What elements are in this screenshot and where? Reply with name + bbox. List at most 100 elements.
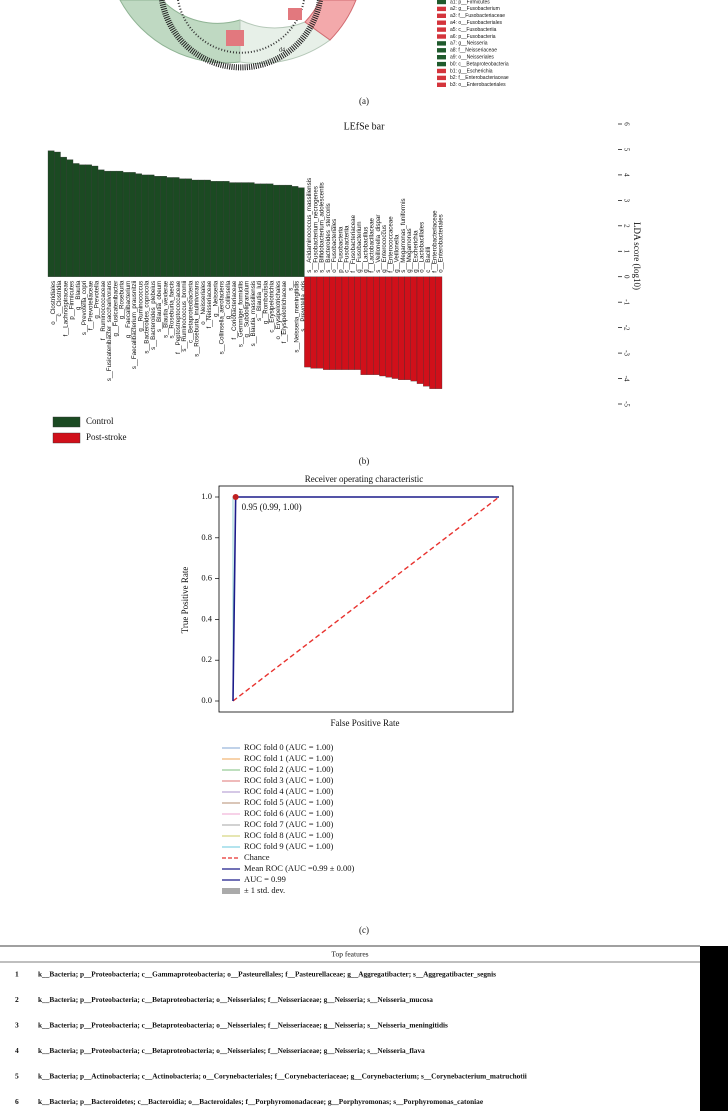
bar (272, 184, 280, 277)
x-axis-label: False Positive Rate (331, 718, 400, 728)
bar (391, 276, 399, 379)
y-tick-label: 6 (622, 122, 630, 126)
y-tick-label: -5 (622, 401, 630, 407)
bar-label: s__Fusicatenibacter_saccharivorans (106, 281, 113, 381)
bar (410, 276, 418, 382)
bar-label: o__Neisseriales (200, 281, 207, 325)
bar-label: o__Lactobacillales (419, 222, 426, 273)
chart-title: LEfSe bar (344, 121, 385, 132)
row-text: k__Bacteria; p__Proteobacteria; c__Betap… (38, 1021, 448, 1030)
bar-label: s__Acidaminococcus_massiliensis (306, 178, 313, 273)
bar-label: f__Neisseriaceae (206, 280, 213, 328)
legend-swatch (437, 55, 446, 60)
legend-swatch (437, 82, 446, 87)
bar (172, 177, 180, 277)
bar-label: g__Lactobacillus (362, 227, 369, 273)
bar (185, 178, 192, 277)
bar-label: f__Enterococcaceae (387, 216, 394, 273)
clade-label: d4 (279, 47, 285, 53)
bar (129, 172, 136, 277)
legend-label: a3: f__Fusobacteriaceae (450, 13, 505, 19)
legend-swatch (52, 416, 81, 428)
bar-label: c__Fusobacteriia (344, 225, 351, 273)
bar-label: s__Blautia_massiliensis (250, 281, 257, 347)
bar-label: g__Veillonella (394, 234, 401, 273)
bar-label: p__Firmicutes (69, 281, 76, 320)
bar-label: g__Megamonas (406, 228, 413, 272)
legend-label: Chance (244, 852, 270, 862)
legend-label: ± 1 std. dev. (244, 885, 285, 895)
legend-swatch (437, 6, 446, 12)
page-edge (700, 946, 728, 1111)
bar-label: s__Megamonas_funiformis (400, 198, 407, 272)
legend-label: ROC fold 7 (AUC = 1.00) (244, 819, 333, 829)
legend-swatch (222, 888, 240, 894)
bar-label: g__Romboutsia (262, 280, 269, 324)
legend-label: b2: f__Enterobacteriaceae (450, 75, 509, 81)
legend-label: a2: g__Fusobacterium (450, 6, 500, 12)
bar (310, 276, 318, 369)
y-tick-label: 3 (622, 199, 630, 203)
bar-label: s__Gemmiger_formicilis (237, 281, 244, 347)
bar (72, 163, 80, 277)
bar (435, 276, 443, 389)
bar (116, 170, 124, 277)
bar-label: c__Betaproteobacteria (187, 280, 194, 343)
bar-label: g__Subdoligranulum (244, 281, 251, 338)
legend-label: ROC fold 1 (AUC = 1.00) (244, 753, 333, 763)
bar (354, 276, 361, 370)
legend-label: b3: o__Enterobacteriales (450, 82, 506, 88)
legend-label: Control (86, 416, 114, 426)
bar-label: s__Collinsella_aerofaciens (219, 281, 226, 355)
bar-label: f__Prevotellaceae (87, 280, 94, 330)
row-number: 1 (15, 970, 19, 979)
annotation-point (232, 494, 239, 500)
legend-label: a8: f__Neisseriaceae (450, 48, 497, 54)
bar-label: f__Lachnospiraceae (62, 280, 69, 336)
row-number: 5 (15, 1072, 19, 1081)
bar-label: s__Faecalibacterium_prausnitzii (131, 281, 138, 369)
y-tick-label: 4 (622, 173, 630, 177)
bar-label: c__Bacilli (425, 247, 432, 273)
bar (210, 181, 218, 277)
caption: (b) (359, 456, 370, 466)
bar-label: f__Enterobacteriaceae (431, 210, 438, 273)
caption: (c) (359, 925, 369, 935)
bar-label: s__Roseburia_inulinivorans (194, 281, 201, 357)
y-tick-label: 0.2 (201, 654, 212, 664)
bar (348, 276, 355, 370)
bar (298, 187, 305, 277)
bar (366, 276, 374, 375)
legend-label: Post-stroke (86, 432, 127, 442)
bar-label: s__Neisseria_meningitidis (294, 281, 301, 353)
bar (147, 174, 155, 277)
bar (291, 186, 299, 277)
bar-label: o__Erysipelotrichales (275, 281, 282, 340)
bar-label: g__Faecalibacterium (125, 281, 132, 338)
row-text: k__Bacteria; p__Proteobacteria; c__Gamma… (38, 970, 496, 979)
legend-label: a7: g__Neisseria (450, 41, 488, 47)
legend-label: a9: o__Neisseriales (450, 55, 494, 61)
bar-label: f__Erysipelotrichaceae (281, 280, 288, 343)
legend-swatch (52, 432, 81, 444)
bar (47, 150, 55, 277)
bar (404, 276, 411, 380)
bar (398, 276, 405, 380)
bar-label: s__Fusobacterium_necrogenes (312, 186, 319, 273)
bar-label: g__Collinsella (225, 280, 232, 319)
legend-swatch (437, 27, 446, 32)
bar (110, 170, 117, 277)
y-tick-label: -1 (622, 299, 630, 305)
bar (423, 276, 430, 387)
bar (335, 276, 343, 370)
legend-label: a4: o__Fusobacteriales (450, 20, 502, 26)
row-text: k__Bacteria; p__Actinobacteria; c__Actin… (38, 1072, 527, 1081)
legend-label: ROC fold 5 (AUC = 1.00) (244, 797, 333, 807)
bar (97, 169, 105, 277)
y-axis-label: LDA score (log10) (632, 222, 642, 290)
bar (373, 276, 380, 375)
legend-label: ROC fold 0 (AUC = 1.00) (244, 742, 333, 752)
chart-title: Receiver operating characteristic (305, 474, 423, 484)
y-tick-label: -4 (622, 376, 630, 382)
